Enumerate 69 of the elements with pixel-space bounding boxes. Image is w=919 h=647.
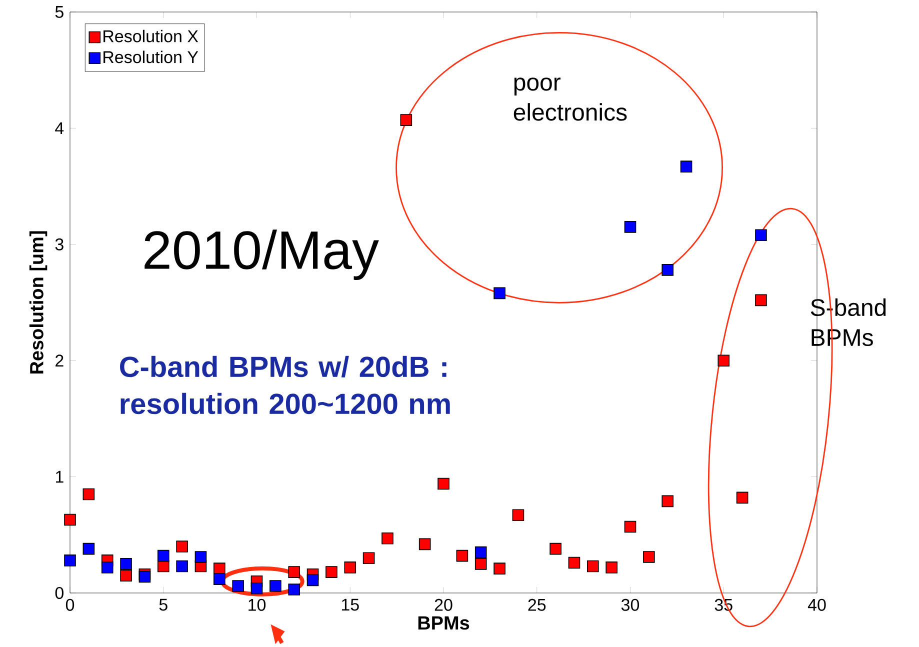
point (512, 509, 524, 522)
point (624, 520, 636, 533)
point (474, 546, 487, 558)
point (120, 558, 132, 570)
point (232, 580, 244, 592)
point (494, 287, 506, 300)
point (587, 560, 599, 572)
point (662, 495, 674, 508)
point (624, 221, 636, 233)
point (82, 488, 95, 500)
point (326, 566, 338, 578)
x-tick-label: 5 (159, 598, 168, 611)
point (736, 492, 748, 504)
y-axis-title: Resolution [um] (29, 231, 48, 374)
point (288, 566, 300, 578)
point (606, 562, 618, 574)
point (120, 570, 132, 582)
point (456, 550, 468, 562)
point (194, 551, 207, 563)
x-tick-label: 25 (528, 598, 546, 611)
point (400, 114, 412, 126)
point (176, 560, 188, 572)
point (64, 554, 76, 566)
x-tick-label: 20 (434, 598, 452, 611)
point (214, 562, 226, 574)
point (382, 532, 394, 544)
x-tick-label: 40 (808, 598, 826, 611)
point (157, 550, 170, 562)
point (270, 580, 282, 592)
point (288, 584, 300, 596)
x-tick-label: 10 (248, 598, 266, 611)
point (214, 573, 226, 585)
point (157, 560, 170, 572)
x-tick-label: 30 (621, 598, 640, 611)
point (250, 582, 263, 594)
point (344, 562, 356, 574)
y-tick-label: 0 (55, 586, 64, 600)
point (306, 574, 319, 586)
point (680, 160, 692, 172)
y-tick-label: 2 (56, 354, 64, 367)
point (176, 540, 188, 552)
y-tick-label: 4 (55, 122, 64, 134)
annotation: C-band BPMs w/ 20dB : resolution 200~1200 nm (120, 356, 450, 414)
point (550, 542, 562, 555)
point (438, 478, 450, 490)
y-tick-label: 5 (55, 6, 64, 18)
point (101, 562, 114, 574)
legend-label: Resolution X (104, 30, 198, 42)
point (474, 558, 487, 570)
point (643, 551, 655, 563)
annotation: 2010/May (144, 230, 379, 280)
x-tick-label: 15 (342, 598, 359, 611)
point (568, 556, 580, 569)
annotation: poor electronics (514, 78, 627, 121)
x-tick-label: 0 (66, 598, 74, 611)
point (755, 229, 767, 241)
point (755, 294, 767, 306)
point (662, 264, 674, 276)
point (362, 552, 375, 564)
point (138, 570, 151, 583)
y-tick-label: 1 (56, 470, 64, 483)
point (418, 538, 431, 550)
point (64, 514, 76, 526)
y-tick-label: 3 (55, 238, 64, 250)
point (82, 542, 95, 555)
point (718, 354, 730, 366)
x-axis-title: BPMs (418, 616, 470, 630)
point (494, 562, 506, 574)
legend-label: Resolution Y (104, 50, 198, 64)
